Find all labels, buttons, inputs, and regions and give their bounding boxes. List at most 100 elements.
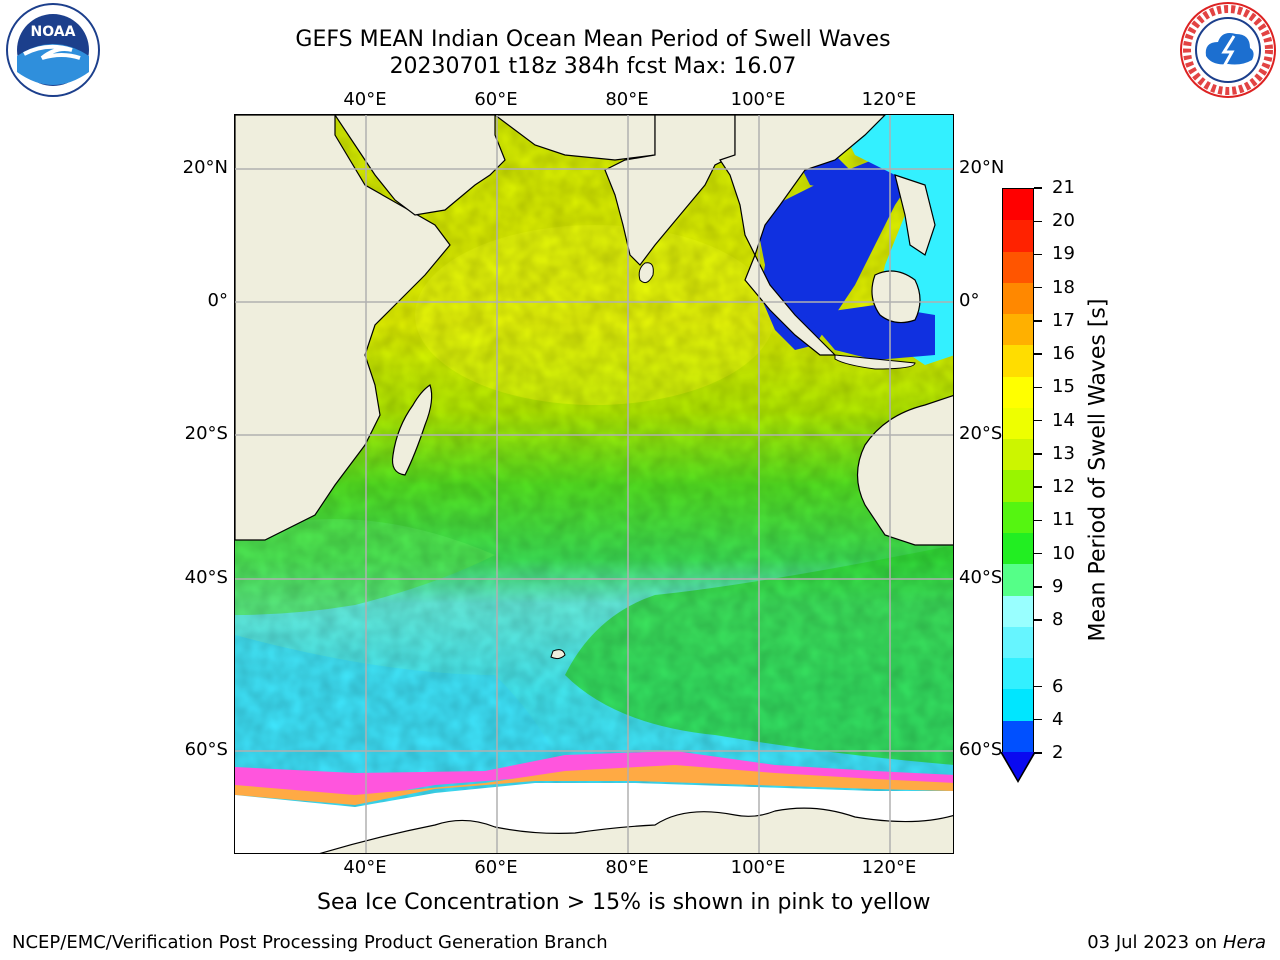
colorbar-tick-label: 11 (1052, 509, 1075, 531)
colorbar-tick (1034, 253, 1042, 256)
colorbar-segment (1003, 314, 1033, 346)
colorbar-tick-label: 4 (1052, 708, 1064, 730)
map-panel[interactable] (234, 114, 954, 854)
lat-label-right-60s: 60°S (959, 739, 1003, 760)
lon-label-bottom-40e: 40°E (343, 857, 387, 878)
landmass-madagascar (391, 384, 433, 476)
lat-label-right-20s: 20°S (959, 423, 1003, 444)
colorbar-tick-label: 2 (1052, 742, 1064, 763)
credit-date: 03 Jul 2023 on Hera (1087, 932, 1266, 953)
nws-logo (1180, 2, 1276, 98)
lat-label-right-0: 0° (959, 290, 980, 311)
colorbar-segment (1003, 501, 1033, 534)
colorbar-segment (1003, 720, 1033, 752)
landmass-sri-lanka (638, 262, 654, 284)
map-subtitle: 20230701 t18z 384h fcst Max: 16.07 (389, 54, 797, 79)
landmass-sumatra (744, 253, 837, 356)
colorbar-segment (1003, 376, 1033, 408)
colorbar-tick (1034, 519, 1042, 522)
colorbar-tick-label: 13 (1052, 442, 1075, 464)
colorbar (1002, 188, 1034, 753)
colorbar-tick-label: 9 (1052, 575, 1064, 597)
colorbar-tick-label: 19 (1052, 243, 1075, 265)
colorbar-segment (1003, 533, 1033, 565)
colorbar-label: Mean Period of Swell Waves [s] (1085, 298, 1111, 642)
colorbar-tick (1034, 619, 1042, 621)
colorbar-tick (1034, 320, 1042, 322)
colorbar-extend-arrow (1002, 752, 1034, 780)
landmass-africa (235, 115, 451, 541)
lon-label-top-120e: 120°E (861, 89, 917, 110)
colorbar-segment (1003, 251, 1033, 283)
sea-ice-footnote: Sea Ice Concentration > 15% is shown in … (317, 890, 931, 915)
colorbar-tick (1034, 386, 1042, 389)
colorbar-tick-label: 17 (1052, 309, 1075, 331)
colorbar-tick (1034, 187, 1042, 189)
colorbar-tick (1034, 486, 1042, 488)
lon-label-bottom-60e: 60°E (474, 857, 518, 878)
sea-ice-edge (235, 765, 953, 805)
lat-label-left-20n: 20°N (182, 157, 228, 178)
colorbar-segment (1003, 188, 1033, 221)
lat-label-left-40s: 40°S (184, 567, 228, 588)
colorbar-tick (1034, 552, 1042, 555)
map-canvas (235, 115, 953, 853)
lon-label-bottom-120e: 120°E (861, 857, 917, 878)
colorbar-tick-label: 14 (1052, 409, 1075, 431)
colorbar-tick (1034, 353, 1042, 355)
lon-label-top-80e: 80°E (605, 89, 649, 110)
colorbar-tick-label: 12 (1052, 476, 1075, 498)
lon-label-top-60e: 60°E (474, 89, 518, 110)
credit-host: Hera (1222, 932, 1266, 953)
landmass-borneo (871, 270, 921, 324)
lat-label-left-20s: 20°S (184, 423, 228, 444)
landmass-java (834, 354, 916, 370)
lat-label-left-60s: 60°S (184, 739, 228, 760)
colorbar-segment (1003, 345, 1033, 377)
colorbar-tick (1034, 287, 1042, 289)
landmass-indochina (719, 115, 886, 257)
antarctica-land (319, 807, 953, 853)
credit-producer: NCEP/EMC/Verification Post Processing Pr… (12, 932, 608, 953)
colorbar-tick-label: 8 (1052, 609, 1064, 631)
map-title: GEFS MEAN Indian Ocean Mean Period of Sw… (295, 27, 891, 52)
colorbar-segment (1003, 564, 1033, 596)
lon-label-top-40e: 40°E (343, 89, 387, 110)
graticule (235, 115, 953, 853)
credit-date-text: 03 Jul 2023 on (1087, 932, 1223, 953)
colorbar-tick (1034, 586, 1042, 588)
colorbar-segment (1003, 658, 1033, 690)
colorbar-tick-label: 6 (1052, 675, 1064, 697)
noaa-logo-text: NOAA (31, 24, 76, 40)
colorbar-tick-label: 15 (1052, 376, 1075, 398)
colorbar-tick-label: 18 (1052, 276, 1075, 298)
landmass-philippines (894, 174, 936, 256)
colorbar-tick (1034, 719, 1042, 721)
colorbar-tick (1034, 752, 1042, 754)
landmass-australia (856, 395, 953, 546)
lon-label-bottom-80e: 80°E (605, 857, 649, 878)
colorbar-segment (1003, 470, 1033, 502)
colorbar-tick (1034, 419, 1042, 422)
colorbar-tick-label: 10 (1052, 542, 1075, 564)
lon-label-top-100e: 100°E (730, 89, 786, 110)
lon-label-bottom-100e: 100°E (730, 857, 786, 878)
colorbar-segment (1003, 595, 1033, 627)
colorbar-segment (1003, 689, 1033, 721)
colorbar-tick-label: 16 (1052, 343, 1075, 365)
lat-label-left-0: 0° (207, 290, 228, 311)
colorbar-tick-label: 20 (1052, 210, 1075, 232)
colorbar-tick (1034, 685, 1042, 688)
lat-label-right-20n: 20°N (959, 157, 1005, 178)
colorbar-tick (1034, 220, 1042, 222)
colorbar-segment (1003, 220, 1033, 252)
noaa-logo: NOAA (6, 3, 100, 97)
colorbar-segment (1003, 439, 1033, 471)
colorbar-tick (1034, 453, 1042, 455)
landmass-kerguelen (550, 649, 566, 660)
colorbar-segment (1003, 626, 1033, 659)
colorbar-tick-label: 21 (1052, 177, 1075, 198)
lat-label-right-40s: 40°S (959, 567, 1003, 588)
landmass-arabia (334, 115, 506, 216)
colorbar-segment (1003, 282, 1033, 315)
